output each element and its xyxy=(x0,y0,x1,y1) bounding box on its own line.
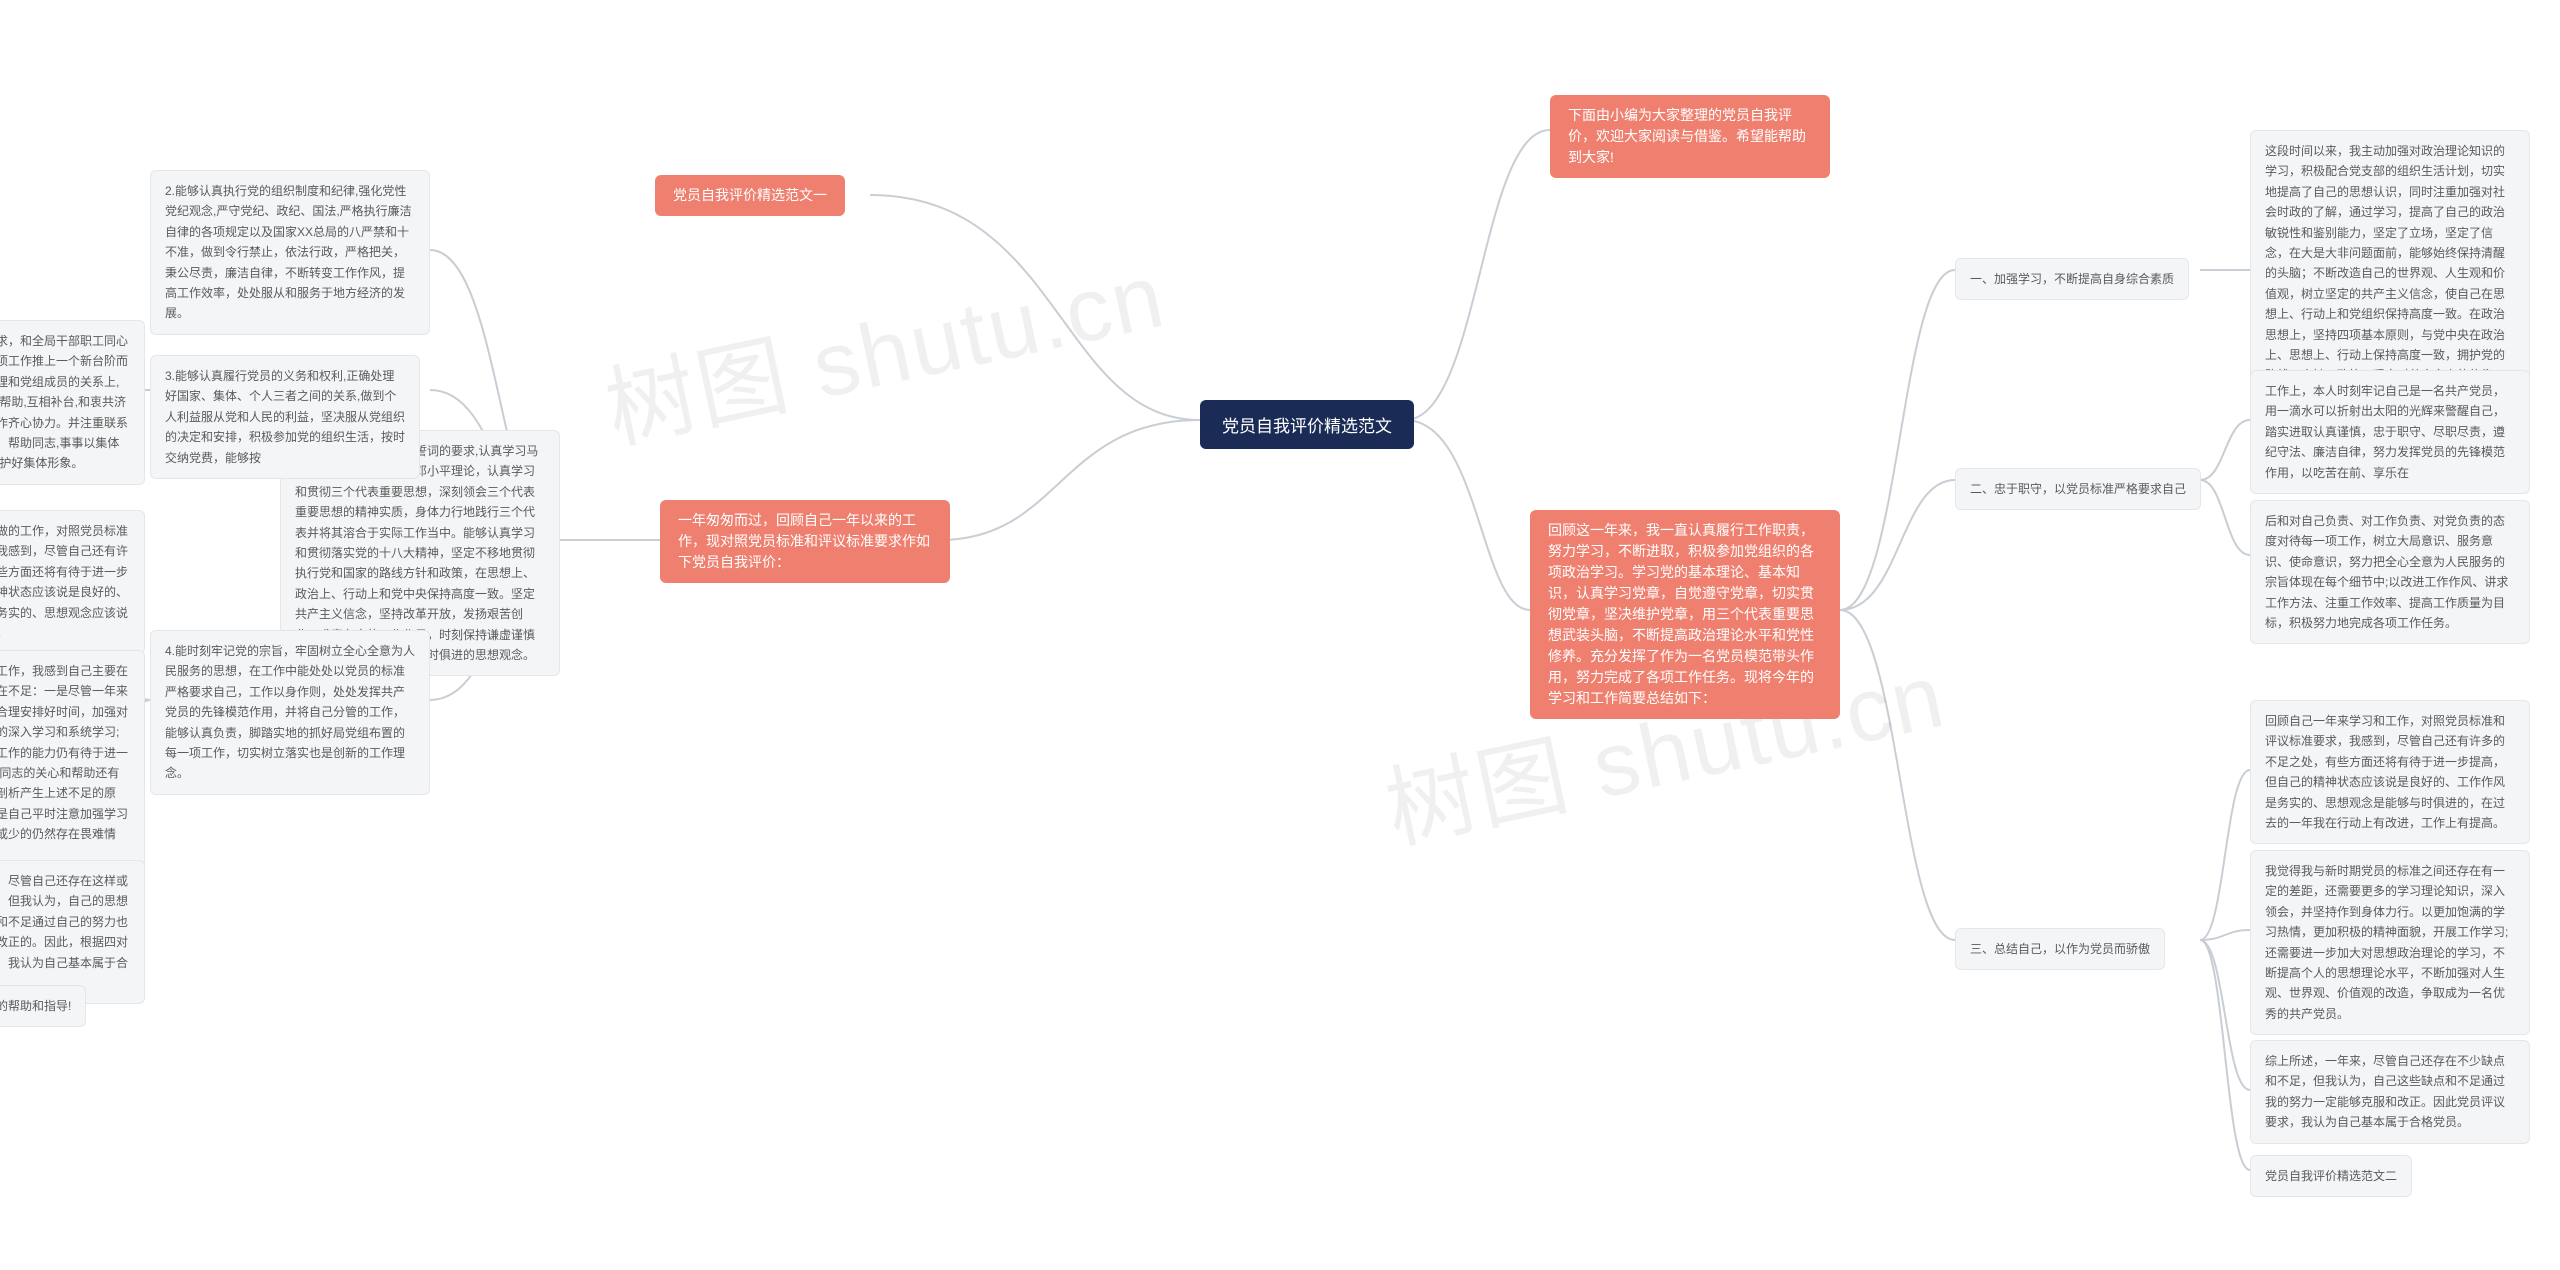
watermark: 树图 shutu.cn xyxy=(593,222,1175,467)
leaf-l5d[interactable]: 真诚希望得到大家的帮助和指导! xyxy=(0,985,86,1027)
branch-intro[interactable]: 下面由小编为大家整理的党员自我评价，欢迎大家阅读与借鉴。希望能帮助到大家! xyxy=(1550,95,1830,178)
leaf-r2b[interactable]: 后和对自己负责、对工作负责、对党负责的态度对待每一项工作，树立大局意识、服务意识… xyxy=(2250,500,2530,644)
leaf-l2[interactable]: 2.能够认真执行党的组织制度和纪律,强化党性党纪观念,严守党纪、政纪、国法,严格… xyxy=(150,170,430,335)
leaf-r3-head[interactable]: 三、总结自己，以作为党员而骄傲 xyxy=(1955,928,2165,970)
branch-review[interactable]: 回顾这一年来，我一直认真履行工作职责，努力学习，不断进取，积极参加党组织的各项政… xyxy=(1530,510,1840,719)
leaf-l3b[interactable]: 照民主集中制的要求，和全局干部职工同心同德，为把全局各项工作推上一个新台阶而努力… xyxy=(0,320,145,485)
branch-title-2[interactable]: 一年匆匆而过，回顾自己一年以来的工作，现对照党员标准和评议标准要求作如下党员自我… xyxy=(660,500,950,583)
branch-title-1[interactable]: 党员自我评价精选范文一 xyxy=(655,175,845,216)
leaf-r3d[interactable]: 党员自我评价精选范文二 xyxy=(2250,1155,2412,1197)
leaf-r3a[interactable]: 回顾自己一年来学习和工作，对照党员标准和评议标准要求，我感到，尽管自己还有许多的… xyxy=(2250,700,2530,844)
leaf-l5a[interactable]: 回顾自己一年来所做的工作，对照党员标准和评议标准要求，我感到，尽管自己还有许多的… xyxy=(0,510,145,654)
leaf-r3b[interactable]: 我觉得我与新时期党员的标准之间还存在有一定的差距，还需要更多的学习理论知识，深入… xyxy=(2250,850,2530,1035)
leaf-r2-head[interactable]: 二、忠于职守，以党员标准严格要求自己 xyxy=(1955,468,2201,510)
root-node[interactable]: 党员自我评价精选范文 xyxy=(1200,400,1414,449)
leaf-l3[interactable]: 3.能够认真履行党员的义务和权利,正确处理好国家、集体、个人三者之间的关系,做到… xyxy=(150,355,420,479)
leaf-r1-head[interactable]: 一、加强学习，不断提高自身综合素质 xyxy=(1955,258,2189,300)
leaf-r3c[interactable]: 综上所述，一年来，尽管自己还存在不少缺点和不足，但我认为，自己这些缺点和不足通过… xyxy=(2250,1040,2530,1144)
leaf-l5b[interactable]: 反思自己一年来的工作，我感到自己主要在以下几个方面还存在不足：一是尽管一年来忙忙… xyxy=(0,650,145,876)
leaf-r2a[interactable]: 工作上，本人时刻牢记自己是一名共产党员，用一滴水可以折射出太阳的光辉来警醒自己，… xyxy=(2250,370,2530,494)
leaf-l4[interactable]: 4.能时刻牢记党的宗旨，牢固树立全心全意为人民服务的思想，在工作中能处处以党员的… xyxy=(150,630,430,795)
leaf-l5c[interactable]: 综上所述，一年来，尽管自己还存在这样或那样的缺点和不足，但我认为，自己的思想本质… xyxy=(0,860,145,1004)
